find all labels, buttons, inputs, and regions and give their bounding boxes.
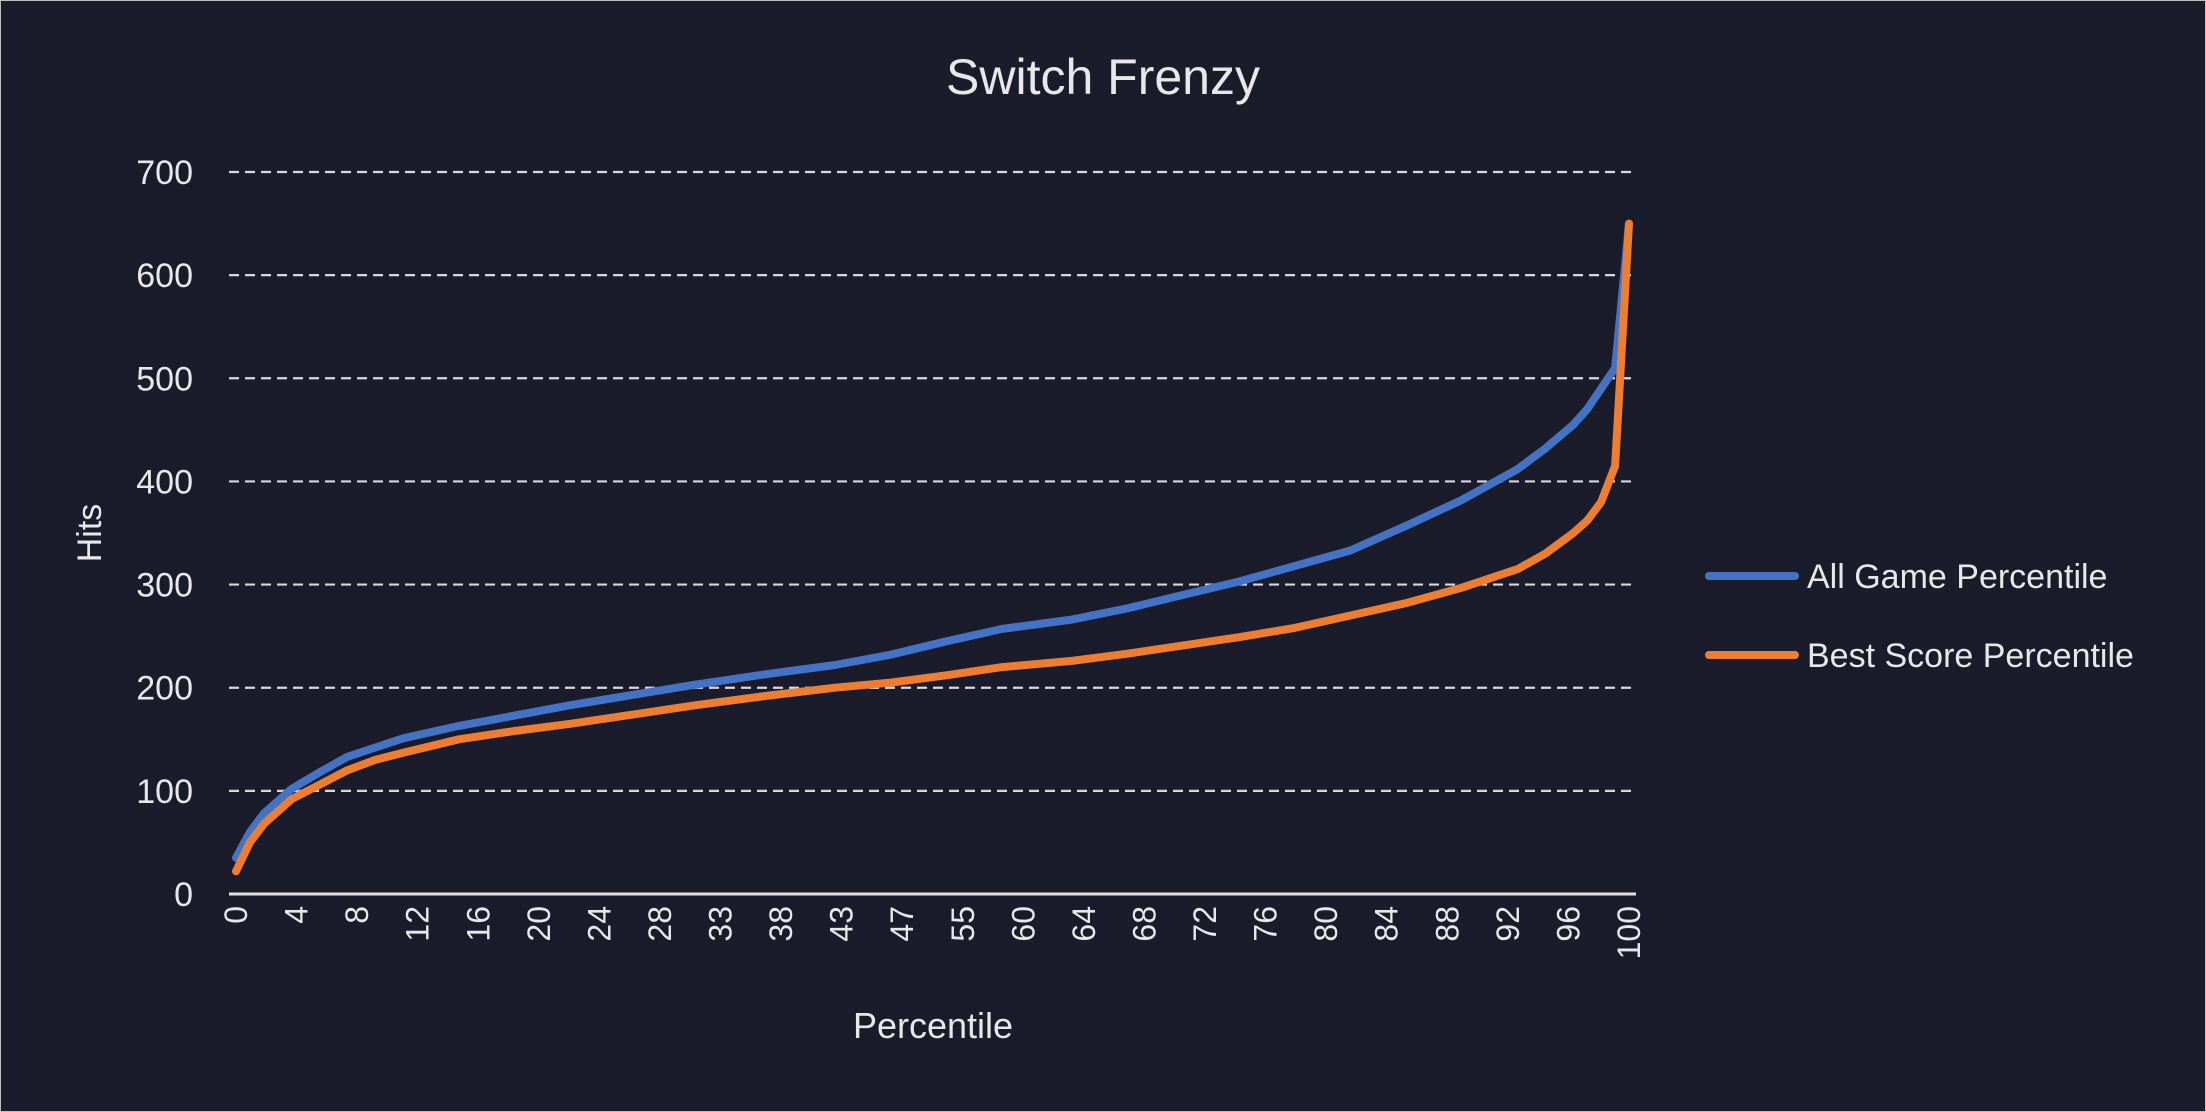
- y-tick-label: 300: [136, 567, 193, 605]
- y-tick-label: 400: [136, 463, 193, 501]
- y-tick-label: 200: [136, 670, 193, 708]
- x-tick-label: 72: [1187, 906, 1223, 942]
- x-tick-label: 24: [581, 906, 617, 942]
- x-tick-label: 8: [339, 906, 375, 924]
- x-tick-label: 76: [1248, 906, 1284, 942]
- x-tick-label: 0: [218, 906, 254, 924]
- y-axis-label: Hits: [71, 504, 109, 563]
- x-tick-label: 38: [763, 906, 799, 942]
- y-tick-label: 500: [136, 360, 193, 398]
- x-tick-label: 68: [1126, 906, 1162, 942]
- x-tick-label: 96: [1550, 906, 1586, 942]
- x-tick-label: 80: [1308, 906, 1344, 942]
- x-tick-label: 20: [521, 906, 557, 942]
- x-tick-label: 92: [1490, 906, 1526, 942]
- x-tick-label: 47: [884, 906, 920, 942]
- series-line-0: [232, 219, 1633, 862]
- x-tick-label: 28: [642, 906, 678, 942]
- legend-label: Best Score Percentile: [1807, 637, 2134, 675]
- x-tick-label: 43: [824, 906, 860, 942]
- x-tick-label: 12: [400, 906, 436, 942]
- x-tick-label: 4: [279, 906, 315, 924]
- x-tick-label: 16: [460, 906, 496, 942]
- y-tick-label: 600: [136, 257, 193, 295]
- y-tick-label: 0: [174, 876, 193, 914]
- series-line-1: [232, 219, 1633, 876]
- x-tick-label: 55: [945, 906, 981, 942]
- y-tick-label: 700: [136, 154, 193, 192]
- x-tick-label: 88: [1429, 906, 1465, 942]
- legend-label: All Game Percentile: [1807, 558, 2107, 596]
- y-tick-label: 100: [136, 773, 193, 811]
- x-tick-label: 64: [1066, 906, 1102, 942]
- x-tick-label: 100: [1611, 906, 1647, 959]
- x-tick-label: 60: [1005, 906, 1041, 942]
- x-tick-label: 84: [1369, 906, 1405, 942]
- x-axis-label: Percentile: [853, 1005, 1013, 1046]
- chart-title: Switch Frenzy: [946, 49, 1260, 105]
- x-tick-label: 33: [703, 906, 739, 942]
